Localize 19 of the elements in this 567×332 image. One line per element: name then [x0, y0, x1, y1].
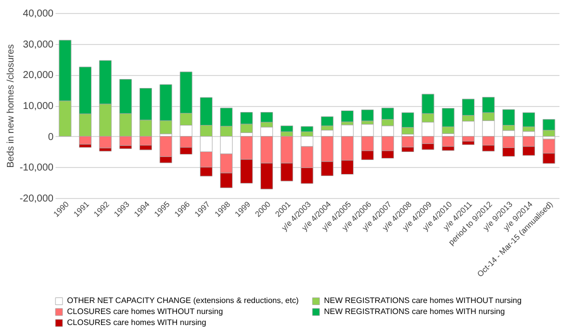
legend-label: OTHER NET CAPACITY CHANGE (extensions & reductions, etc) — [67, 296, 299, 306]
y-tick-label: 20,000 — [22, 70, 54, 82]
legend-label: CLOSURES care homes WITHOUT nursing — [67, 307, 223, 316]
y-axis-title: Beds in new homes /closures — [6, 44, 17, 168]
bar — [320, 116, 334, 126]
y-tick-label: -10,000 — [20, 162, 54, 174]
legend-label: NEW REGISTRATIONS care homes WITH nursing — [324, 307, 505, 316]
y-tick-label: 30,000 — [22, 39, 54, 50]
y-tick-label: 0 — [48, 132, 54, 143]
y-tick-label: 10,000 — [22, 101, 54, 112]
bar — [442, 136, 454, 147]
y-tick-label: 40,000 — [22, 8, 54, 20]
legend-label: CLOSURES care homes WITH nursing — [67, 318, 206, 327]
bar — [341, 110, 354, 122]
legend-label: NEW REGISTRATIONS care homes WITHOUT nursing — [324, 296, 522, 306]
y-tick-label: -20,000 — [20, 194, 54, 204]
bar — [361, 110, 374, 122]
bar — [522, 112, 536, 128]
bar — [280, 126, 294, 132]
